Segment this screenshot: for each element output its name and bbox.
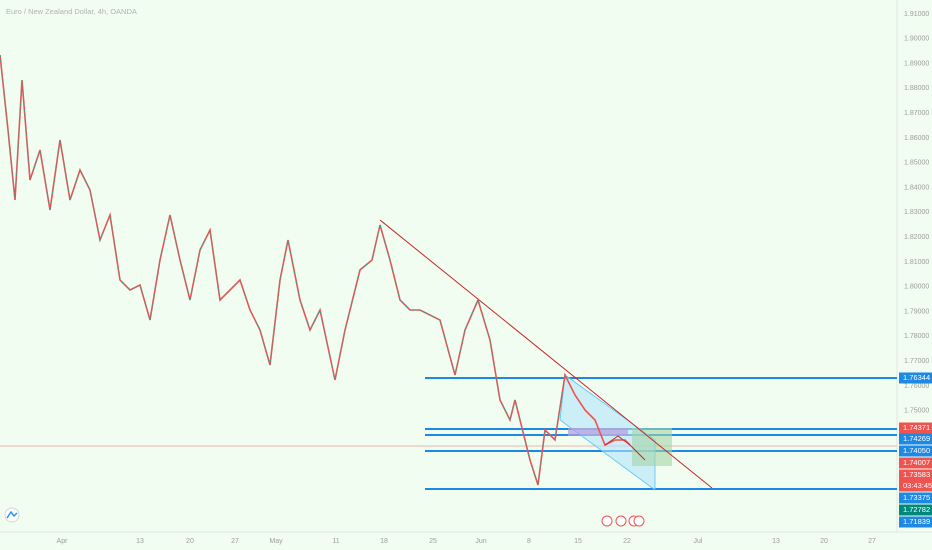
event-icons xyxy=(601,515,645,527)
price-tag-bg xyxy=(899,433,932,445)
price-axis-label: 1.77000 xyxy=(904,358,929,365)
price-axis-label: 1.75000 xyxy=(904,408,929,415)
price-axis-label: 1.91000 xyxy=(904,11,929,18)
price-tag-label: 1.72782 xyxy=(903,505,930,514)
time-axis-label: 27 xyxy=(231,538,239,545)
logo[interactable] xyxy=(4,507,20,523)
price-tag-bg xyxy=(899,504,932,516)
price-tag-bg xyxy=(899,480,932,492)
price-tag-bg xyxy=(899,445,932,457)
time-axis-label: Jun xyxy=(475,538,486,545)
price-tag-label: 1.76344 xyxy=(903,373,930,382)
price-tag-label: 03:43:45 xyxy=(903,481,932,490)
price-tag: 1.74269 xyxy=(899,433,932,445)
price-tag-bg xyxy=(899,422,932,434)
price-tag: 03:43:45 xyxy=(899,480,932,492)
time-axis-label: Apr xyxy=(57,538,69,545)
chart-title: Euro / New Zealand Dollar, 4h, OANDA xyxy=(6,7,137,16)
price-path xyxy=(0,54,631,486)
zone xyxy=(568,428,628,436)
price-tag: 1.71839 xyxy=(899,516,932,528)
price-tag-label: 1.74269 xyxy=(903,434,930,443)
price-axis-label: 1.76000 xyxy=(904,383,929,390)
price-tag-label: 1.74007 xyxy=(903,458,930,467)
time-axis-label: 20 xyxy=(820,538,828,545)
time-axis-label: 13 xyxy=(136,538,144,545)
price-axis-label: 1.87000 xyxy=(904,110,929,117)
target-box xyxy=(632,428,672,466)
price-tag-label: 1.74050 xyxy=(903,446,930,455)
time-axis-label: 22 xyxy=(623,538,631,545)
price-axis-label: 1.85000 xyxy=(904,160,929,167)
projection xyxy=(604,435,646,461)
price-axis-label: 1.82000 xyxy=(904,234,929,241)
time-axis-label: 13 xyxy=(772,538,780,545)
time-axis-label: 25 xyxy=(429,538,437,545)
price-tag-label: 1.73375 xyxy=(903,493,930,502)
price-tag: 1.73375 xyxy=(899,492,932,504)
price-tag-label: 1.74371 xyxy=(903,423,930,432)
price-axis-label: 1.78000 xyxy=(904,333,929,340)
price-tag-bg xyxy=(899,372,932,384)
price-axis-label: 1.79000 xyxy=(904,308,929,315)
time-axis-label: 11 xyxy=(332,538,339,545)
price-axis-label: 1.89000 xyxy=(904,60,929,67)
price-tag-label: 1.71839 xyxy=(903,517,930,526)
price-tag: 1.74371 xyxy=(899,422,932,434)
price-tag: 1.72782 xyxy=(899,504,932,516)
logo-mark xyxy=(6,510,18,519)
price-path-overlay xyxy=(0,54,566,486)
time-axis-label: 8 xyxy=(527,538,531,545)
price-tag: 1.73583 xyxy=(899,469,932,481)
time-axis-label: 18 xyxy=(380,538,388,545)
price-axis-label: 1.88000 xyxy=(904,85,929,92)
price-tag-bg xyxy=(899,492,932,504)
time-axis-label: May xyxy=(269,538,283,545)
price-tag: 1.74007 xyxy=(899,457,932,469)
time-axis-label: Jul xyxy=(694,538,703,545)
time-axis-label: 27 xyxy=(868,538,876,545)
price-axis-label: 1.81000 xyxy=(904,259,929,266)
price-tag-bg xyxy=(899,469,932,481)
price-tags: 1.76344 1.74371 1.74269 1.74050 1.74007 1.735… xyxy=(899,372,932,528)
time-axis-label: 20 xyxy=(186,538,194,545)
trend-line xyxy=(379,219,713,489)
price-tag: 1.74050 xyxy=(899,445,932,457)
time-axis-label: 15 xyxy=(574,538,582,545)
price-axis: 1.91000 1.90000 1.89000 1.88000 1.87000 1.860… xyxy=(904,11,929,415)
price-tag-bg xyxy=(899,457,932,469)
price-tag-bg xyxy=(899,516,932,528)
price-tag-label: 1.73583 xyxy=(903,470,930,479)
price-axis-label: 1.80000 xyxy=(904,284,929,291)
time-axis: Apr 13 20 27 May 11 18 25 Jun 8 15 22 Jul 13 20 27 xyxy=(57,538,876,545)
price-axis-label: 1.86000 xyxy=(904,135,929,142)
price-axis-label: 1.90000 xyxy=(904,36,929,43)
price-axis-label: 1.84000 xyxy=(904,184,929,191)
price-tag: 1.76344 xyxy=(899,372,932,384)
price-axis-label: 1.83000 xyxy=(904,209,929,216)
